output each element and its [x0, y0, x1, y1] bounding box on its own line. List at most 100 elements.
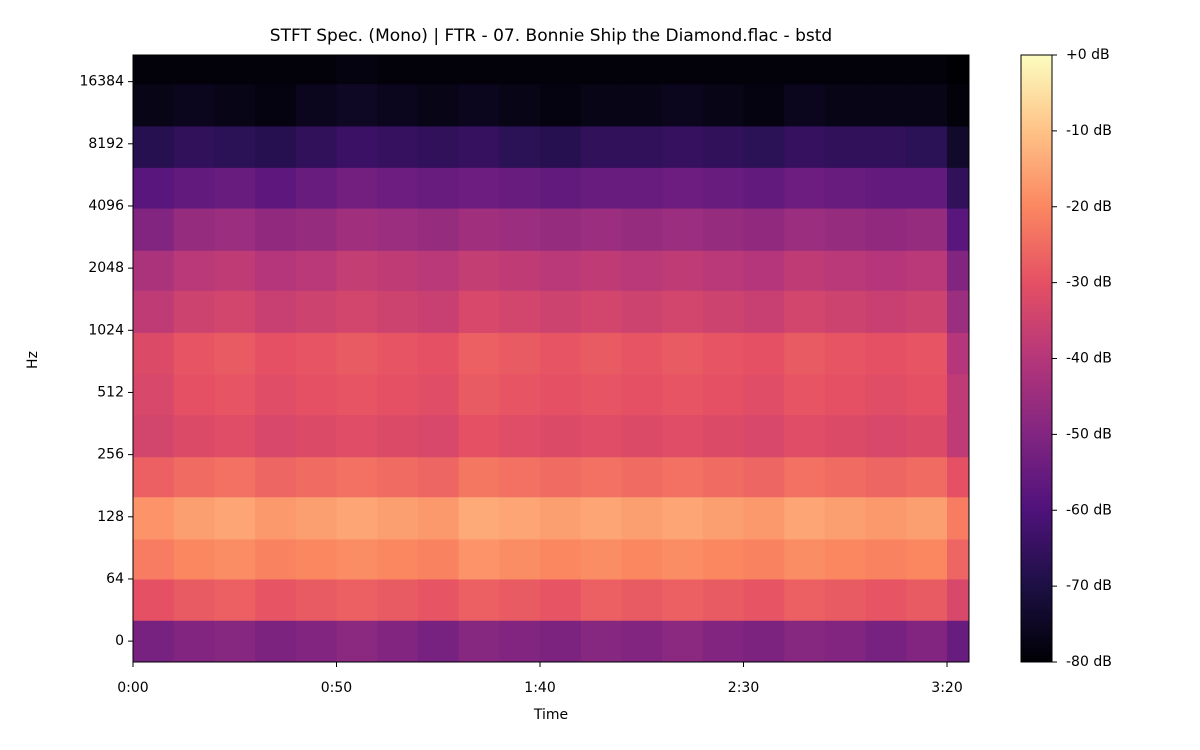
spectrogram-cell	[377, 578, 419, 621]
spectrogram-cell	[295, 496, 338, 540]
spectrogram-cell	[621, 332, 663, 375]
spectrogram-cell	[824, 55, 867, 85]
spectrogram-cell	[255, 208, 297, 251]
spectrogram-cell	[133, 208, 175, 251]
spectrogram-cell	[824, 496, 867, 540]
spectrogram-cell	[784, 414, 826, 458]
spectrogram-cell	[295, 332, 338, 375]
spectrogram-cell	[947, 250, 970, 291]
spectrogram-cell	[621, 55, 663, 85]
spectrogram-cell	[458, 83, 500, 127]
spectrogram-cell	[173, 290, 215, 333]
spectrogram-cell	[214, 125, 256, 168]
spectrogram-cell	[906, 208, 948, 251]
spectrogram-cell	[580, 250, 622, 291]
spectrogram-cell	[947, 373, 970, 416]
spectrogram-cell	[702, 414, 745, 458]
spectrogram-cell	[295, 250, 338, 291]
spectrogram-cell	[336, 332, 378, 375]
spectrogram-cell	[784, 578, 826, 621]
spectrogram-cell	[702, 538, 745, 580]
spectrogram-cell	[784, 538, 826, 580]
spectrogram-cell	[702, 290, 745, 333]
spectrogram-cell	[255, 620, 297, 663]
spectrogram-cell	[824, 373, 867, 416]
spectrogram-cell	[865, 578, 907, 621]
spectrogram-cell	[621, 373, 663, 416]
spectrogram-cell	[662, 290, 704, 333]
spectrogram-cell	[702, 125, 745, 168]
spectrogram-cell	[377, 538, 419, 580]
spectrogram-cell	[906, 578, 948, 621]
spectrogram-cell	[173, 55, 215, 85]
spectrogram-cell	[865, 290, 907, 333]
spectrogram-cell	[133, 373, 175, 416]
y-tick-label: 2048	[88, 260, 124, 276]
spectrogram-cell	[458, 167, 500, 209]
spectrogram-cell	[906, 373, 948, 416]
spectrogram-cell	[621, 83, 663, 127]
spectrogram-cell	[133, 250, 175, 291]
spectrogram-cell	[947, 55, 970, 85]
spectrogram-cell	[743, 208, 785, 251]
spectrogram-cell	[173, 620, 215, 663]
spectrogram-cell	[173, 456, 215, 498]
spectrogram-cell	[499, 290, 541, 333]
colorbar-tick-label: -60 dB	[1066, 502, 1112, 518]
y-tick-label: 16384	[79, 74, 124, 90]
spectrogram-cell	[865, 250, 907, 291]
spectrogram-cell	[784, 167, 826, 209]
spectrogram-cell	[499, 125, 541, 168]
y-tick-label: 0	[115, 633, 124, 649]
spectrogram-cell	[906, 290, 948, 333]
spectrogram-cell	[580, 456, 622, 498]
spectrogram-cell	[865, 55, 907, 85]
spectrogram-cell	[458, 55, 500, 85]
spectrogram-cell	[458, 578, 500, 621]
spectrogram-cell	[336, 578, 378, 621]
spectrogram-cell	[255, 83, 297, 127]
spectrogram-cell	[214, 373, 256, 416]
spectrogram-cell	[580, 125, 622, 168]
spectrogram-cell	[377, 373, 419, 416]
spectrogram-cell	[173, 373, 215, 416]
spectrogram-cell	[743, 496, 785, 540]
spectrogram-cell	[214, 414, 256, 458]
spectrogram-cell	[255, 250, 297, 291]
spectrogram-cell	[743, 578, 785, 621]
spectrogram-cell	[295, 456, 338, 498]
y-tick-label: 256	[97, 447, 124, 463]
spectrogram-cell	[417, 167, 460, 209]
spectrogram-cell	[295, 167, 338, 209]
spectrogram-cell	[295, 578, 338, 621]
spectrogram-cell	[621, 538, 663, 580]
spectrogram-cell	[865, 496, 907, 540]
spectrogram-cell	[255, 538, 297, 580]
spectrogram-cell	[824, 414, 867, 458]
spectrogram-cell	[784, 83, 826, 127]
spectrogram-cell	[702, 456, 745, 498]
spectrogram-cell	[621, 414, 663, 458]
spectrogram-cell	[580, 55, 622, 85]
chart-title: STFT Spec. (Mono) | FTR - 07. Bonnie Shi…	[270, 26, 832, 46]
spectrogram-cell	[621, 496, 663, 540]
spectrogram-cell	[662, 578, 704, 621]
spectrogram-cell	[377, 167, 419, 209]
spectrogram-cell	[947, 167, 970, 209]
spectrogram-cell	[906, 55, 948, 85]
spectrogram-cell	[621, 290, 663, 333]
spectrogram-cell	[824, 250, 867, 291]
spectrogram-cell	[662, 620, 704, 663]
spectrogram-cell	[824, 620, 867, 663]
spectrogram-cell	[214, 55, 256, 85]
spectrogram-cell	[580, 332, 622, 375]
spectrogram-cell	[214, 167, 256, 209]
spectrogram-cell	[947, 290, 970, 333]
spectrogram-cell	[824, 538, 867, 580]
spectrogram-cell	[662, 456, 704, 498]
spectrogram-cell	[255, 456, 297, 498]
spectrogram-cell	[540, 290, 582, 333]
x-tick-label: 1:40	[524, 680, 555, 696]
spectrogram-cell	[743, 332, 785, 375]
spectrogram-cell	[133, 83, 175, 127]
